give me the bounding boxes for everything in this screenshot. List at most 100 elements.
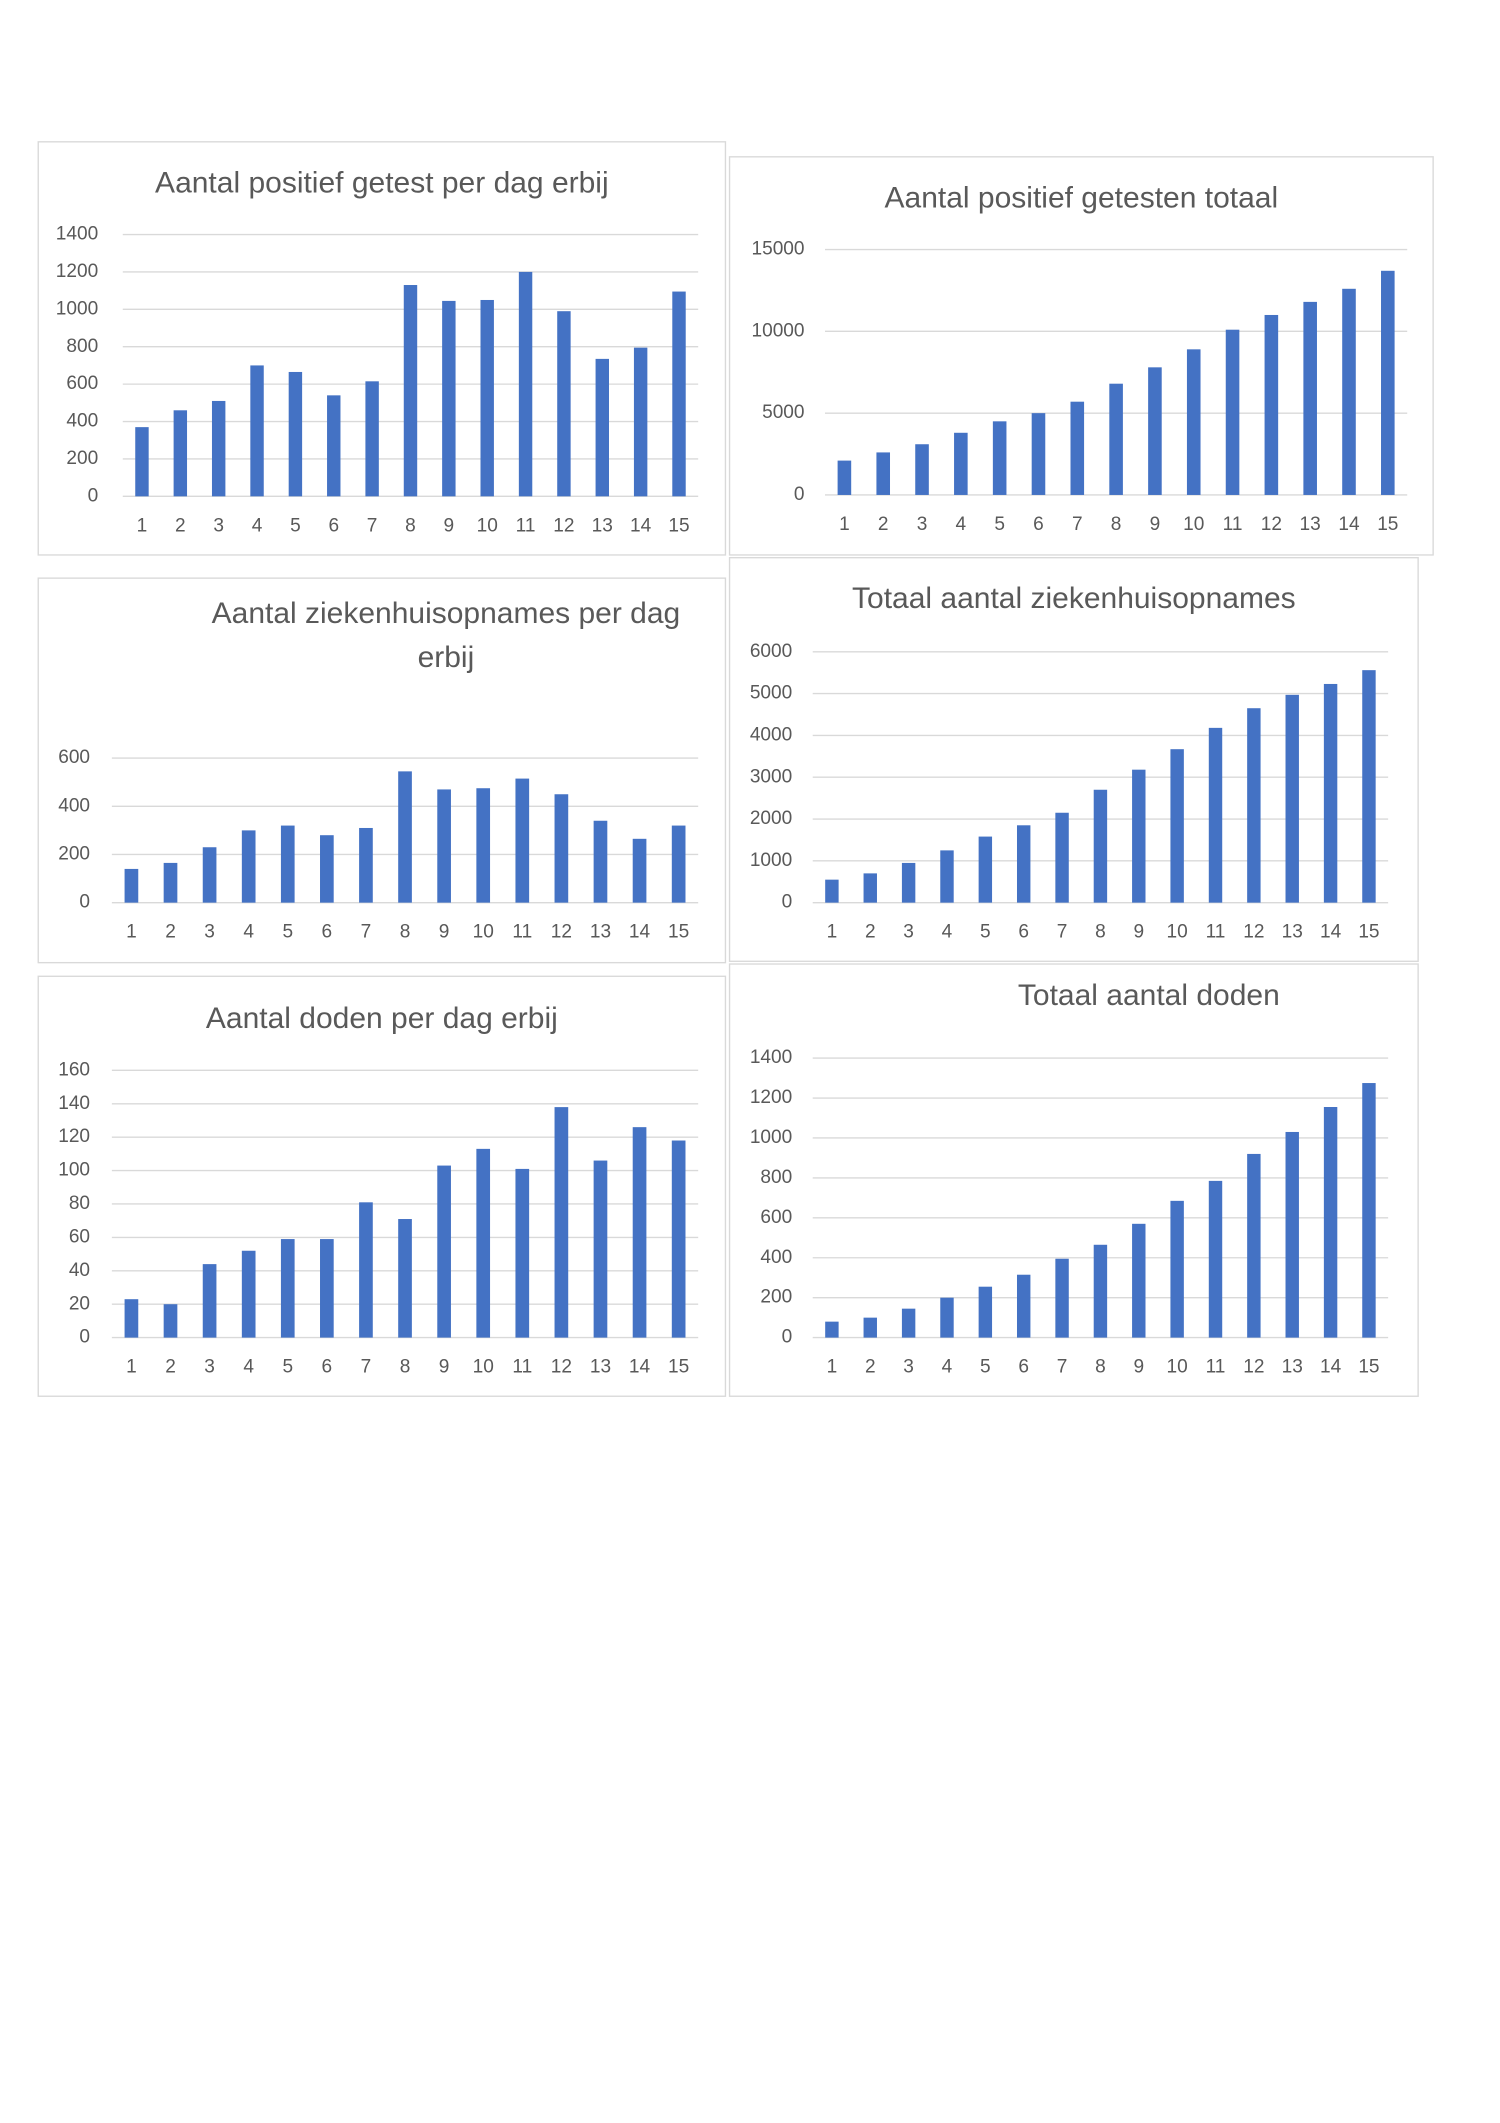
- y-tick-label: 3000: [750, 766, 792, 787]
- bar: [1208, 1180, 1223, 1338]
- x-tick-label: 15: [1358, 1357, 1379, 1378]
- x-tick-label: 4: [956, 514, 967, 535]
- x-tick-label: 11: [1206, 1357, 1226, 1378]
- bar: [476, 1148, 491, 1338]
- x-tick-label: 7: [1072, 514, 1083, 535]
- x-tick-label: 13: [1300, 514, 1321, 535]
- bar: [1132, 1223, 1146, 1338]
- bar: [124, 1299, 139, 1338]
- y-tick-label: 200: [66, 448, 98, 469]
- x-tick-label: 6: [322, 1357, 333, 1378]
- x-tick-label: 15: [668, 1357, 689, 1378]
- bar: [940, 1297, 954, 1338]
- y-tick-label: 400: [760, 1247, 792, 1268]
- x-tick-label: 1: [827, 922, 838, 943]
- bar: [202, 847, 217, 903]
- bar: [825, 879, 839, 903]
- chart-title: Aantal positief getest per dag erbij: [155, 164, 609, 200]
- bar: [476, 788, 491, 903]
- bar: [327, 395, 341, 497]
- bar: [515, 1168, 530, 1338]
- x-tick-label: 7: [1057, 922, 1068, 943]
- y-tick-label: 80: [69, 1193, 90, 1214]
- y-tick-label: 6000: [750, 641, 792, 662]
- bar: [1323, 683, 1338, 903]
- bar: [1055, 1258, 1069, 1338]
- bar: [1247, 1153, 1261, 1338]
- bar: [671, 825, 686, 903]
- x-tick-label: 7: [361, 1357, 372, 1378]
- bar: [403, 285, 418, 497]
- bar: [1303, 301, 1317, 495]
- x-tick-label: 6: [328, 515, 339, 536]
- bar: [1186, 349, 1201, 495]
- y-tick-label: 400: [66, 411, 98, 432]
- bar: [863, 873, 877, 903]
- title-box: Totaal aantal doden: [1017, 977, 1280, 1012]
- x-tick-label: 11: [512, 1357, 532, 1378]
- x-tick-label: 8: [400, 1357, 411, 1378]
- bar: [978, 1286, 993, 1338]
- x-tick-label: 10: [1167, 922, 1188, 943]
- bar: [1285, 694, 1299, 903]
- chart: Totaal aantal ziekenhuisopnames 0 1000 2000…: [728, 556, 1419, 962]
- bar: [163, 1304, 178, 1338]
- x-tick-label: 1: [137, 515, 148, 536]
- bar: [633, 347, 648, 497]
- x-tick-label: 14: [1338, 514, 1360, 535]
- bar: [863, 1317, 877, 1338]
- y-tick-label: 200: [760, 1287, 792, 1308]
- y-tick-label: 2000: [750, 808, 792, 829]
- x-tick-label: 13: [590, 1357, 611, 1378]
- x-tick-label: 1: [126, 1357, 137, 1378]
- bar: [593, 1160, 608, 1338]
- x-tick-label: 9: [439, 1357, 450, 1378]
- bar: [515, 778, 530, 903]
- y-tick-label: 0: [88, 485, 99, 506]
- bar: [978, 836, 993, 903]
- x-tick-label: 1: [839, 514, 850, 535]
- bar: [365, 381, 379, 497]
- x-tick-label: 9: [1133, 922, 1144, 943]
- chart-title: Totaal aantal doden: [1017, 977, 1280, 1012]
- bar: [1093, 1244, 1108, 1338]
- x-tick-label: 4: [243, 922, 254, 943]
- x-tick-label: 15: [668, 515, 689, 536]
- bar: [1323, 1107, 1338, 1338]
- y-tick-label: 1000: [56, 298, 98, 319]
- bar: [442, 300, 456, 497]
- bar: [595, 358, 609, 497]
- bar: [398, 1219, 412, 1338]
- x-tick-label: 8: [400, 922, 411, 943]
- x-tick-label: 14: [629, 922, 651, 943]
- bar: [1381, 270, 1395, 495]
- bar: [359, 827, 373, 903]
- x-tick-label: 9: [444, 515, 455, 536]
- chart-title: Aantal doden per dag erbij: [205, 1000, 558, 1035]
- x-tick-label: 3: [213, 515, 224, 536]
- bar: [437, 1165, 451, 1338]
- x-tick-label: 15: [1358, 922, 1379, 943]
- bar: [1170, 1200, 1184, 1338]
- chart: Totaal aantal doden 0 200 400 600 800 1000 1200…: [728, 963, 1419, 1397]
- x-tick-label: 12: [1261, 514, 1282, 535]
- x-tick-label: 9: [1133, 1357, 1144, 1378]
- bar: [280, 1239, 295, 1338]
- x-tick-label: 15: [668, 922, 689, 943]
- x-tick-label: 7: [367, 515, 378, 536]
- x-tick-label: 8: [1095, 1357, 1106, 1378]
- chart: Aantal positief getesten totaal 0 5000 1000…: [728, 156, 1434, 556]
- bar: [915, 444, 929, 495]
- x-tick-label: 12: [551, 922, 572, 943]
- x-tick-label: 3: [903, 922, 914, 943]
- bar: [518, 271, 533, 497]
- bar: [1362, 670, 1376, 903]
- y-tick-label: 1200: [56, 261, 98, 282]
- title-box: Aantal positief getesten totaal: [885, 180, 1279, 214]
- x-tick-label: 11: [1206, 922, 1226, 943]
- bar: [1016, 1274, 1031, 1338]
- bar: [320, 835, 334, 903]
- x-tick-label: 6: [322, 922, 333, 943]
- y-tick-label: 5000: [750, 683, 792, 704]
